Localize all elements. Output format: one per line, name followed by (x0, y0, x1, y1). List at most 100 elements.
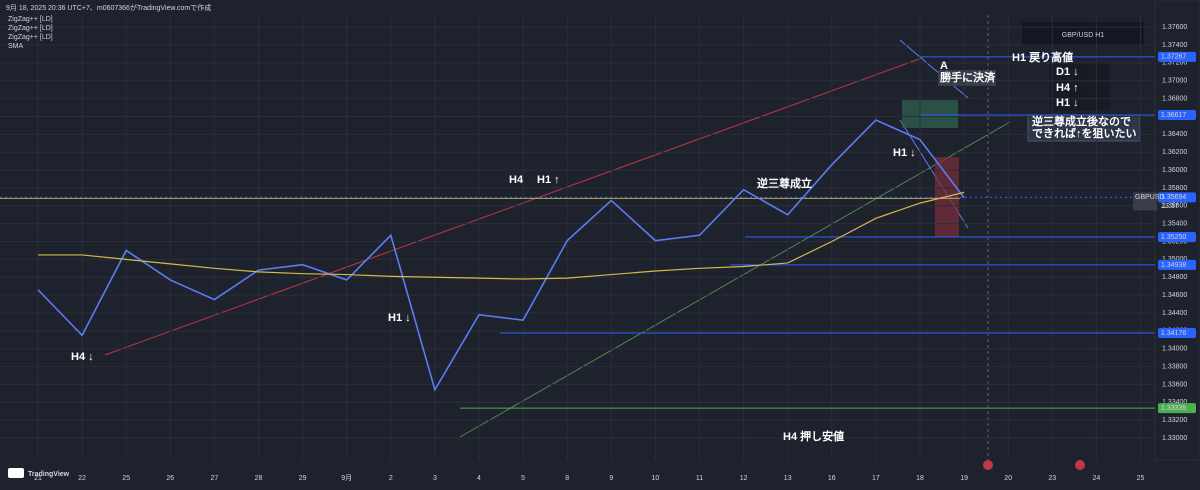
countdown: 23:37 (1161, 203, 1179, 210)
x-tick-label: 22 (78, 475, 86, 482)
x-tick-label: 9 (609, 475, 613, 482)
price-tag (1158, 327, 1196, 338)
x-tick-label: 24 (1093, 475, 1101, 482)
chart-title: GBP/USD H1 (1062, 32, 1105, 39)
annotation: H1 ↓ (1056, 97, 1079, 109)
channel-line (899, 39, 969, 99)
x-tick-label: 2 (389, 475, 393, 482)
price-tag-label: 1.37267 (1161, 54, 1186, 61)
symbol-tag-label: GBPUSD (1135, 194, 1165, 201)
y-tick-label: 1.33600 (1162, 381, 1187, 388)
drawings (0, 15, 1155, 478)
x-tick-label: 8 (565, 475, 569, 482)
price-tag (1158, 109, 1196, 120)
annotation: H1 ↓ (388, 312, 411, 324)
header-created: 9月 18, 2025 20:36 UTC+7、m0607366がTrading… (6, 3, 211, 12)
indicator-label: ZigZag++ [LD] (8, 16, 53, 23)
x-tick-label: 10 (652, 475, 660, 482)
y-tick-label: 1.37200 (1162, 60, 1187, 67)
annotation: H1 戻り高値 (1012, 50, 1073, 64)
annotation: できれば↑を狙いたい (1032, 126, 1137, 140)
x-tick-label: 23 (1048, 475, 1056, 482)
price-tag-label: 1.36617 (1161, 112, 1186, 119)
indicator-label: ZigZag++ [LD] (8, 34, 53, 41)
y-tick-label: 1.33000 (1162, 435, 1187, 442)
y-tick-label: 1.34400 (1162, 310, 1187, 317)
annotation: 逆三尊成立 (757, 176, 812, 190)
annotation: 逆三尊成立後なので (1032, 114, 1131, 128)
x-tick-label: 21 (34, 475, 42, 482)
x-tick-label: 26 (166, 475, 174, 482)
annotation: 勝手に決済 (940, 70, 996, 84)
x-tick-label: 25 (122, 475, 130, 482)
price-tag-label: 1.33335 (1161, 405, 1186, 412)
y-tick-label: 1.33200 (1162, 417, 1187, 424)
symbol-tag (1133, 192, 1157, 211)
price-tag (1158, 232, 1196, 243)
y-tick-label: 1.34800 (1162, 274, 1187, 281)
event-icon (983, 460, 993, 470)
y-tick-label: 1.33800 (1162, 363, 1187, 370)
price-tag (1158, 51, 1196, 62)
sma-line (38, 191, 965, 280)
x-tick-label: 5 (521, 475, 525, 482)
annotation: H1 ↓ (893, 147, 916, 159)
event-icon (1075, 460, 1085, 470)
x-tick-label: 13 (784, 475, 792, 482)
price-tag-label: 1.35250 (1161, 234, 1186, 241)
annotation: A (940, 60, 948, 72)
title-box (1022, 22, 1144, 46)
y-tick-label: 1.35400 (1162, 220, 1187, 227)
x-tick-label: 17 (872, 475, 880, 482)
annotation: H1 ↑ (537, 174, 560, 186)
note-box (938, 70, 996, 86)
y-tick-label: 1.36000 (1162, 167, 1187, 174)
x-tick-label: 9月 (341, 474, 352, 482)
x-tick-label: 19 (960, 475, 968, 482)
y-tick-label: 1.35000 (1162, 256, 1187, 263)
x-tick-label: 16 (828, 475, 836, 482)
price-line (37, 119, 965, 392)
price-tag-label: 1.34176 (1161, 330, 1186, 337)
price-tag (1158, 403, 1196, 414)
annotation: H4 ↑ (1056, 82, 1079, 94)
y-tick-label: 1.36800 (1162, 95, 1187, 102)
y-tick-label: 1.37400 (1162, 42, 1187, 49)
y-tick-label: 1.36400 (1162, 131, 1187, 138)
price-tag-label: 1.34938 (1161, 262, 1186, 269)
indicator-label: ZigZag++ [LD] (8, 25, 53, 32)
y-tick-label: 1.37000 (1162, 78, 1187, 85)
y-tick-label: 1.34000 (1162, 346, 1187, 353)
y-tick-label: 1.33400 (1162, 399, 1187, 406)
x-tick-label: 20 (1004, 475, 1012, 482)
y-tick-label: 1.36200 (1162, 149, 1187, 156)
x-tick-label: 27 (211, 475, 219, 482)
note-box (1050, 63, 1110, 111)
brand: TradingView (28, 471, 70, 478)
y-tick-label: 1.37600 (1162, 24, 1187, 31)
x-tick-label: 12 (740, 475, 748, 482)
x-tick-label: 29 (299, 475, 307, 482)
indicator-label: SMA (8, 43, 24, 50)
price-axis (1154, 0, 1200, 461)
x-tick-label: 4 (477, 475, 481, 482)
logo-icon (8, 468, 24, 478)
annotation: H4 押し安値 (783, 429, 844, 443)
x-tick-label: 3 (433, 475, 437, 482)
position-profit (902, 100, 958, 128)
annotation: H4 ↓ (71, 351, 94, 363)
price-tag-label: 1.35694 (1161, 194, 1186, 201)
x-tick-label: 11 (696, 475, 703, 482)
annotation: D1 ↓ (1056, 66, 1079, 78)
annotation: H4 (509, 174, 524, 186)
price-tag (1158, 192, 1196, 203)
y-tick-label: 1.35800 (1162, 185, 1187, 192)
x-tick-label: 25 (1137, 475, 1145, 482)
y-tick-label: 1.34600 (1162, 292, 1187, 299)
trend-line (104, 57, 923, 356)
x-tick-label: 18 (916, 475, 924, 482)
price-tag (1158, 259, 1196, 270)
x-tick-label: 28 (255, 475, 263, 482)
